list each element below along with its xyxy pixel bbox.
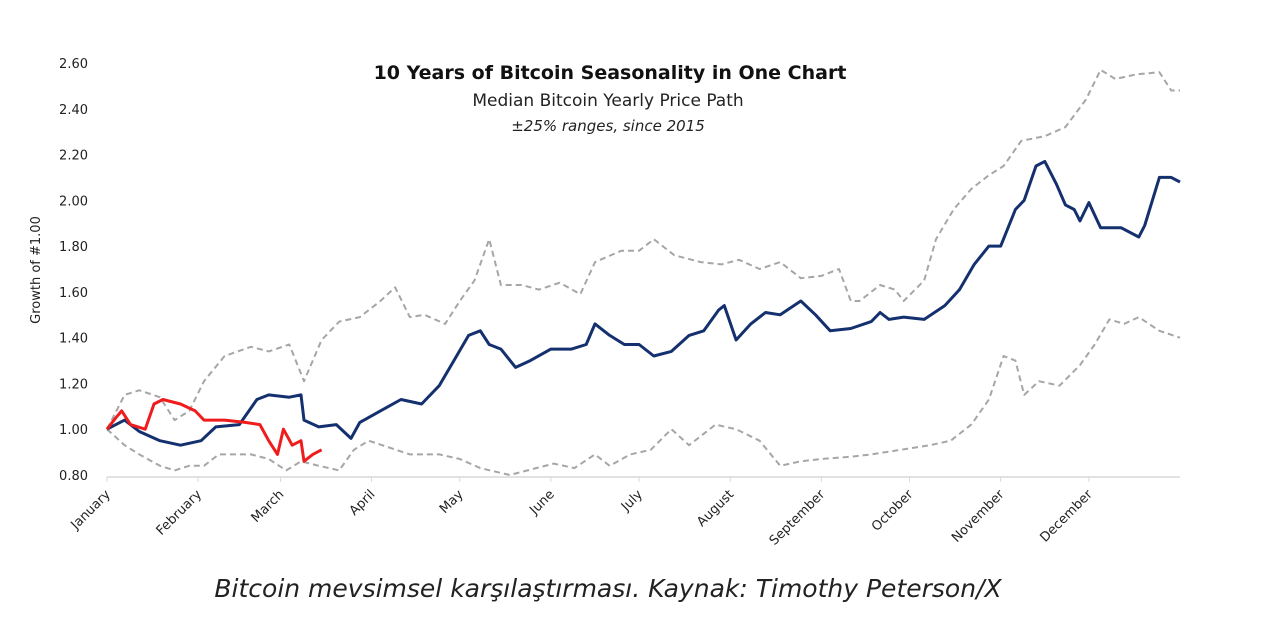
y-tick-label: 2.20 <box>59 149 88 164</box>
x-tick-label: February <box>154 487 206 539</box>
series-line-lower <box>106 316 1181 476</box>
series-line-upper <box>106 68 1180 430</box>
x-tick-label: December <box>1037 487 1096 546</box>
y-tick-label: 1.00 <box>59 423 88 438</box>
x-tick-label: September <box>767 487 829 549</box>
y-axis-label: Growth of #1.00 <box>29 216 44 324</box>
y-tick-label: 1.20 <box>59 377 88 392</box>
x-tick-label: March <box>249 487 288 526</box>
chart-title: 10 Years of Bitcoin Seasonality in One C… <box>374 62 847 84</box>
y-tick-label: 1.40 <box>59 332 88 347</box>
y-tick-label: 1.60 <box>59 286 88 301</box>
x-tick-label: July <box>618 487 646 515</box>
x-tick-label: November <box>949 487 1008 546</box>
y-tick-label: 2.40 <box>59 103 88 118</box>
x-tick-label: May <box>437 487 467 517</box>
x-tick-label: April <box>347 487 379 519</box>
x-tick-label: August <box>694 487 737 530</box>
chart-note: ±25% ranges, since 2015 <box>511 117 705 135</box>
x-tick-label: June <box>526 487 557 518</box>
x-tick-label: January <box>68 487 114 533</box>
y-tick-label: 1.80 <box>59 240 88 255</box>
chart-subtitle: Median Bitcoin Yearly Price Path <box>472 91 743 111</box>
seasonality-chart: 10 Years of Bitcoin Seasonality in One C… <box>29 57 1181 549</box>
y-tick-label: 0.80 <box>59 469 88 484</box>
series-line-median <box>106 159 1181 447</box>
series-line-current <box>105 398 323 463</box>
caption: Bitcoin mevsimsel karşılaştırması. Kayna… <box>214 574 1002 603</box>
x-tick-label: October <box>869 487 917 535</box>
y-tick-label: 2.60 <box>59 57 88 72</box>
y-tick-label: 2.00 <box>59 194 88 209</box>
